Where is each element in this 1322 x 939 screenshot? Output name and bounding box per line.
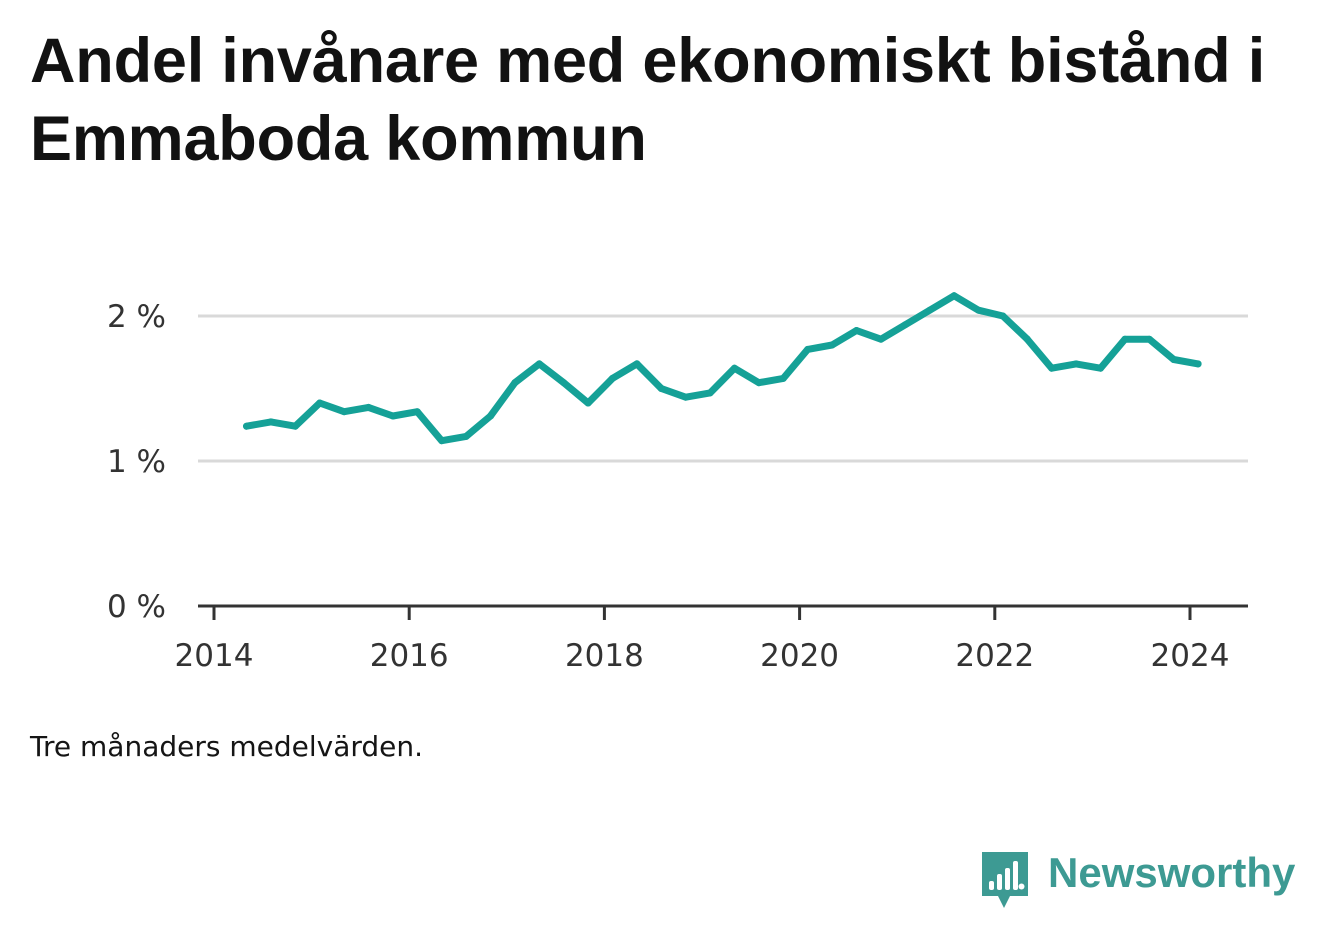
data-point xyxy=(804,345,812,353)
data-point xyxy=(682,393,690,401)
chart-note: Tre månaders medelvärden. xyxy=(30,730,424,763)
data-point xyxy=(975,306,982,314)
data-point xyxy=(1170,356,1178,363)
data-point xyxy=(511,379,519,387)
data-point xyxy=(267,418,275,426)
y-tick-label: 0 % xyxy=(107,589,166,625)
data-point xyxy=(1048,364,1056,372)
y-tick-label: 1 % xyxy=(107,444,166,480)
data-point xyxy=(999,312,1007,320)
data-point xyxy=(853,327,860,334)
grid-lines xyxy=(198,314,1248,463)
data-point xyxy=(779,374,787,382)
data-point xyxy=(901,321,909,329)
x-tick-label: 2024 xyxy=(1151,638,1230,674)
data-point xyxy=(657,385,665,392)
data-point xyxy=(1121,335,1129,343)
data-point xyxy=(1023,335,1031,343)
data-point xyxy=(535,360,543,368)
data-point xyxy=(877,335,885,343)
data-point xyxy=(316,399,324,407)
data-point xyxy=(633,360,641,368)
data-point xyxy=(755,379,763,387)
x-tick-label: 2014 xyxy=(175,638,254,674)
x-axis-labels: 2014 2016 2018 2020 2022 2024 xyxy=(175,638,1230,674)
data-point xyxy=(1145,335,1153,343)
data-point xyxy=(438,437,446,445)
data-point xyxy=(462,432,470,440)
series-layer xyxy=(243,292,1202,445)
data-point xyxy=(1194,360,1202,368)
chart-title: Andel invånare med ekonomiskt bistånd i … xyxy=(30,26,1266,174)
newsworthy-logo-icon xyxy=(982,852,1028,908)
brand-logo[interactable]: Newsworthy xyxy=(980,848,1300,912)
brand-name: Newsworthy xyxy=(1048,849,1296,896)
data-point xyxy=(609,374,616,382)
data-point xyxy=(560,379,568,387)
data-point xyxy=(926,306,934,314)
data-point xyxy=(706,389,714,397)
data-point xyxy=(243,422,250,430)
data-point xyxy=(291,422,299,430)
x-tick-label: 2016 xyxy=(370,638,449,674)
data-point xyxy=(828,341,836,349)
data-point xyxy=(584,399,592,407)
data-point xyxy=(950,292,958,300)
data-point xyxy=(365,403,372,411)
y-tick-label: 2 % xyxy=(107,299,166,335)
data-point xyxy=(413,408,421,416)
data-point xyxy=(487,412,494,420)
x-tick-label: 2018 xyxy=(565,638,644,674)
data-point xyxy=(1097,364,1104,372)
data-point xyxy=(389,412,397,420)
data-point xyxy=(340,408,348,416)
data-point xyxy=(731,364,738,372)
x-tick-label: 2020 xyxy=(760,638,839,674)
x-tick-label: 2022 xyxy=(955,638,1034,674)
x-axis xyxy=(198,604,1248,620)
data-point xyxy=(1072,360,1080,368)
series-line xyxy=(243,292,1202,445)
y-axis-labels: 0 % 1 % 2 % xyxy=(107,299,166,625)
